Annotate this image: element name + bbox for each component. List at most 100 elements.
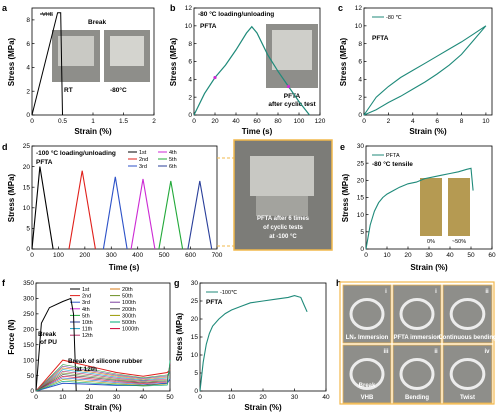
x-tick-label: 20 xyxy=(259,394,267,401)
y-tick-label: 0 xyxy=(358,112,362,119)
roman-numeral: ii xyxy=(485,289,489,295)
x-tick-label: 0 xyxy=(364,252,368,259)
photo-caption: Bending xyxy=(405,395,429,401)
x-tick-label: 1.5 xyxy=(119,118,128,125)
y-tick-label: 10 xyxy=(23,205,31,212)
x-tick-label: 0 xyxy=(30,118,34,125)
y-tick-label: 4 xyxy=(188,77,192,84)
panel-g-label: g xyxy=(174,278,180,288)
legend-entry: 500th xyxy=(122,320,136,326)
panel-e-subtitle: -80 °C tensile xyxy=(372,160,413,168)
y-tick-label: 20 xyxy=(191,316,199,323)
y-tick-label: 350 xyxy=(23,280,34,287)
panel-a-xlabel: Strain (%) xyxy=(74,127,112,136)
legend-entry: 1000th xyxy=(122,327,139,333)
clamp-graphic xyxy=(110,36,144,66)
y-tick-label: 10 xyxy=(357,212,365,219)
legend-entry: 5th xyxy=(169,157,177,163)
legend-entry: 300th xyxy=(122,313,136,319)
series-2nd-line xyxy=(35,359,171,392)
x-tick-label: 2 xyxy=(152,118,156,125)
panel-a: a Stress (MPa) Strain (%) 0 0.5 1 1.5 2 0 2 4 6 8… xyxy=(2,3,156,136)
x-tick-label: 200 xyxy=(79,252,90,259)
clamp-graphic xyxy=(250,156,314,196)
panel-b-series-label: PFTA xyxy=(200,23,217,30)
panel-f-label: f xyxy=(2,278,6,288)
annot-silicone-2: at 12th xyxy=(76,366,97,373)
ring-graphic xyxy=(349,358,385,390)
roman-numeral: iii xyxy=(383,349,388,355)
roman-numeral: iv xyxy=(484,349,490,355)
x-tick-label: 0 xyxy=(192,118,196,125)
panel-e-ticks: 0 10 20 30 40 50 60 0 5 10 15 20 25 30 xyxy=(357,143,496,259)
legend-c: -80 ℃ xyxy=(386,15,402,21)
y-tick-label: 8 xyxy=(358,41,362,48)
panel-h: h LN₂ Immersion i PFTA immersion i Continuou… xyxy=(336,278,497,405)
y-tick-label: 0 xyxy=(26,112,30,119)
x-tick-label: 10 xyxy=(59,394,67,401)
y-tick-label: 25 xyxy=(191,298,199,305)
x-tick-label: 80 xyxy=(274,118,282,125)
y-tick-label: 12 xyxy=(355,5,363,12)
cycle-2-line xyxy=(68,170,96,250)
panel-d: d Stress (MPa) Time (s) -100 °C loading/… xyxy=(2,142,234,272)
x-tick-label: 100 xyxy=(53,252,64,259)
y-tick-label: 5 xyxy=(194,370,198,377)
x-tick-label: 700 xyxy=(212,252,223,259)
roman-numeral: i xyxy=(385,289,387,295)
y-tick-label: 2 xyxy=(188,94,192,101)
panel-g: g Stress (MPa) Strain (%) -100℃ PFTA 0 10… xyxy=(174,278,330,412)
legend-entry: 4th xyxy=(169,150,177,156)
y-tick-label: 6 xyxy=(26,41,30,48)
legend-entry: 2nd xyxy=(82,294,91,300)
y-tick-label: 10 xyxy=(191,352,199,359)
panel-a-label: a xyxy=(2,3,8,13)
y-tick-label: 5 xyxy=(360,229,364,236)
y-tick-label: 15 xyxy=(357,195,365,202)
photo-caption-2: after cyclic test xyxy=(268,101,316,108)
x-tick-label: 300 xyxy=(106,252,117,259)
x-tick-label: 400 xyxy=(132,252,143,259)
panel-g-ylabel: Stress (MPa) xyxy=(175,312,184,361)
y-tick-label: 250 xyxy=(23,311,34,318)
roman-numeral: ii xyxy=(434,349,438,355)
y-tick-label: 150 xyxy=(23,342,34,349)
cycle-6-line xyxy=(187,180,213,250)
y-tick-label: 100 xyxy=(23,357,34,364)
legend-entry: 4th xyxy=(82,307,90,313)
break-annotation: Break xyxy=(88,19,106,26)
x-tick-label: 20 xyxy=(211,118,219,125)
y-tick-label: 30 xyxy=(191,280,199,287)
ring-graphic xyxy=(349,298,385,330)
x-tick-label: 6 xyxy=(435,118,439,125)
panel-d-label: d xyxy=(2,142,8,152)
panel-f-xlabel: Strain (%) xyxy=(84,403,122,412)
x-tick-label: 40 xyxy=(322,394,330,401)
x-tick-label: 50 xyxy=(467,252,475,259)
legend-entry: 3rd xyxy=(139,164,147,170)
y-tick-label: 15 xyxy=(23,184,31,191)
x-tick-label: 20 xyxy=(86,394,94,401)
y-tick-label: 6 xyxy=(358,59,362,66)
y-tick-label: 2 xyxy=(358,94,362,101)
legend-e: PFTA xyxy=(386,153,400,159)
panel-c: c Stress (MPa) Strain (%) -80 ℃ PFTA 0 2 4… xyxy=(338,3,493,136)
panel-b-ticks: 0 20 40 60 80 100 120 0 2 4 6 8 10 12 xyxy=(185,5,326,125)
y-tick-label: 0 xyxy=(26,246,30,253)
panel-f: f Force (N) Strain (%) 1st2nd3rd4th5th10… xyxy=(2,278,174,412)
x-tick-label: 2 xyxy=(387,118,391,125)
y-tick-label: 0 xyxy=(360,246,364,253)
photo-label-50: ~50% xyxy=(452,239,466,245)
photo-caption-2: of cyclic tests xyxy=(263,225,303,231)
photo-caption: VHB xyxy=(361,395,374,401)
legend-entry: 50th xyxy=(122,294,133,300)
photo-50pct xyxy=(448,178,470,236)
clamp-graphic xyxy=(256,196,308,216)
x-tick-label: 0 xyxy=(34,394,38,401)
x-tick-label: 60 xyxy=(253,118,261,125)
panel-g-ticks: 0 10 20 30 40 0 5 10 15 20 25 30 xyxy=(191,280,330,401)
y-tick-label: 0 xyxy=(188,112,192,119)
panel-d-xlabel: Time (s) xyxy=(109,263,140,272)
